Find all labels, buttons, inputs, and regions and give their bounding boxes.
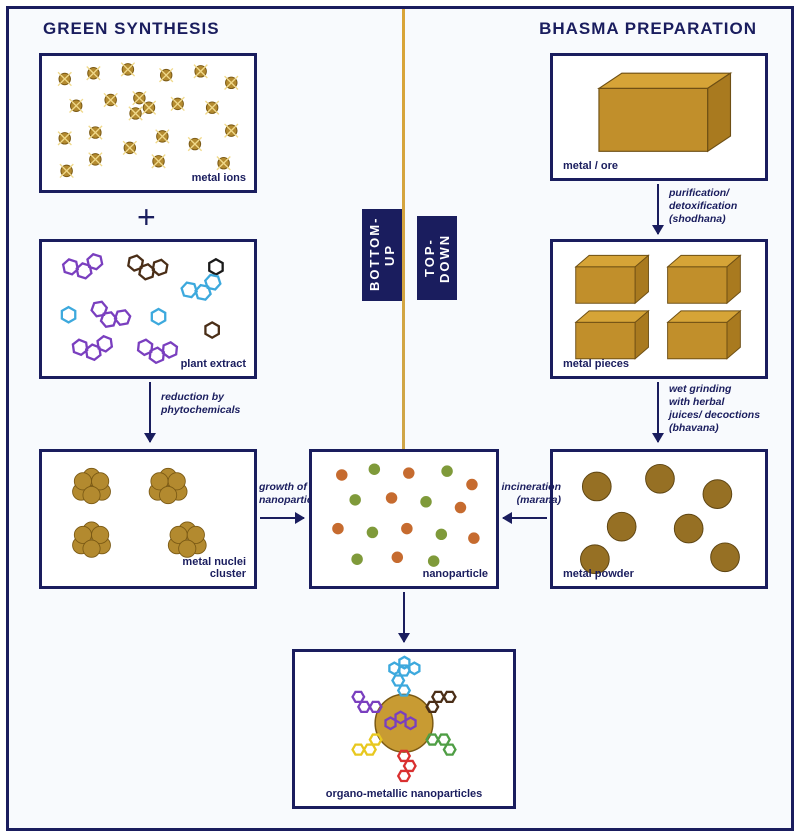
box-metal-pieces: metal pieces: [550, 239, 768, 379]
center-divider: [402, 9, 405, 453]
box-metal-ions: metal ions: [39, 53, 257, 193]
label-metal-ions: metal ions: [192, 172, 246, 184]
plant-extract-graphic: [42, 242, 254, 376]
box-nanoparticle: nanoparticle: [309, 449, 499, 589]
label-metal-powder: metal powder: [563, 568, 634, 580]
plus-symbol: +: [137, 199, 156, 236]
arrow-reduction: [149, 382, 151, 442]
label-plant-extract: plant extract: [181, 358, 246, 370]
box-metal-powder: metal powder: [550, 449, 768, 589]
arrow-bhavana: [657, 382, 659, 442]
text-reduction: reduction by phytochemicals: [161, 391, 251, 417]
organo-metallic-graphic: [295, 652, 513, 806]
box-plant-extract: plant extract: [39, 239, 257, 379]
arrow-shodhana: [657, 184, 659, 234]
arrow-final: [403, 592, 405, 642]
label-organo-metallic: organo-metallic nanoparticles: [295, 788, 513, 800]
metal-ions-graphic: [42, 56, 254, 190]
box-metal-cluster: metal nuclei cluster: [39, 449, 257, 589]
label-nanoparticle: nanoparticle: [423, 568, 488, 580]
diagram-frame: GREEN SYNTHESIS BHASMA PREPARATION BOTTO…: [6, 6, 794, 831]
nanoparticle-graphic: [312, 452, 496, 586]
label-bottom-up: BOTTOM-UP: [362, 209, 402, 301]
box-organo-metallic: organo-metallic nanoparticles: [292, 649, 516, 809]
box-metal-ore: metal / ore: [550, 53, 768, 181]
label-metal-ore: metal / ore: [563, 160, 618, 172]
header-bhasma: BHASMA PREPARATION: [539, 19, 757, 39]
metal-powder-graphic: [553, 452, 765, 586]
header-green-synthesis: GREEN SYNTHESIS: [43, 19, 220, 39]
arrow-growth: [260, 517, 304, 519]
label-metal-pieces: metal pieces: [563, 358, 629, 370]
arrow-marana: [503, 517, 547, 519]
label-metal-cluster: metal nuclei cluster: [182, 556, 246, 580]
text-marana: incineration (marana): [491, 481, 561, 507]
text-shodhana: purification/ detoxification (shodhana): [669, 187, 769, 226]
metal-pieces-graphic: [553, 242, 765, 376]
text-bhavana: wet grinding with herbal juices/ decocti…: [669, 383, 779, 436]
label-top-down: TOP-DOWN: [417, 216, 457, 300]
